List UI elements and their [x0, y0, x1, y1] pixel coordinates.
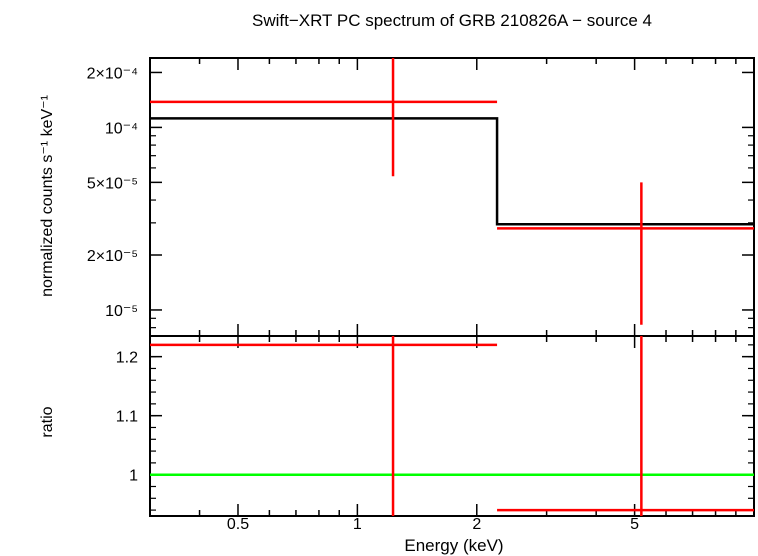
y-tick-label: 1.2	[116, 350, 138, 367]
x-axis-label: Energy (keV)	[404, 536, 503, 555]
model-step-line	[150, 117, 754, 226]
x-tick-label: 2	[472, 516, 481, 533]
y-tick-label: 1	[129, 468, 138, 485]
bottom-y-axis-label: ratio	[39, 406, 56, 437]
panel-frame-0	[149, 57, 755, 337]
ratio-panel: 1.2 1.1 1 0.5 1 2 5	[116, 335, 755, 533]
x-tick-label: 0.5	[227, 516, 249, 533]
chart-title: Swift−XRT PC spectrum of GRB 210826A − s…	[252, 11, 652, 30]
y-tick-label: 1.1	[116, 409, 138, 426]
x-tick-label: 5	[630, 516, 639, 533]
y-tick-label: 10⁻⁴	[105, 120, 138, 137]
panel-frame-1	[149, 335, 755, 517]
y-tick-label: 5×10⁻⁵	[87, 175, 138, 192]
y-tick-label: 10⁻⁵	[105, 303, 138, 320]
spectrum-panel: 2×10⁻⁴ 10⁻⁴ 5×10⁻⁵ 2×10⁻⁵ 10⁻⁵	[87, 57, 755, 337]
x-tick-label: 1	[353, 516, 362, 533]
top-y-axis-label: normalized counts s⁻¹ keV⁻¹	[39, 95, 56, 297]
y-tick-label: 2×10⁻⁵	[87, 248, 138, 265]
y-tick-label: 2×10⁻⁴	[87, 65, 138, 82]
